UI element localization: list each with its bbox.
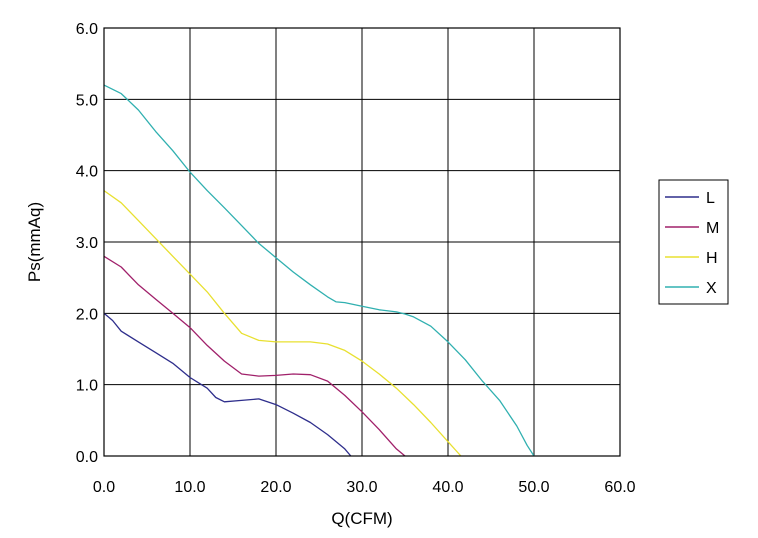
y-axis-label: Ps(mmAq) (25, 202, 44, 282)
series-line-x (103, 84, 535, 457)
legend-label-m: M (706, 220, 719, 237)
legend-label-l: L (706, 190, 715, 207)
legend-label-h: H (706, 250, 718, 267)
x-tick-label: 30.0 (346, 479, 377, 496)
legend-box (658, 179, 729, 305)
y-tick-label: 1.0 (76, 378, 98, 395)
series-line-m (103, 255, 406, 457)
series-layer (103, 84, 535, 457)
series-line-l (103, 312, 352, 457)
legend-label-x: X (706, 280, 717, 297)
y-tick-label: 5.0 (76, 92, 98, 109)
y-tick-label: 2.0 (76, 306, 98, 323)
x-tick-label: 0.0 (93, 479, 115, 496)
plot-frame (103, 27, 621, 457)
x-tick-label: 60.0 (604, 479, 635, 496)
y-tick-label: 6.0 (76, 21, 98, 38)
y-tick-label: 0.0 (76, 449, 98, 466)
x-tick-label: 10.0 (174, 479, 205, 496)
y-tick-label: 4.0 (76, 164, 98, 181)
x-tick-label: 50.0 (518, 479, 549, 496)
grid (103, 27, 621, 457)
y-tick-label: 3.0 (76, 235, 98, 252)
x-axis-label: Q(CFM) (331, 509, 392, 528)
x-tick-label: 40.0 (432, 479, 463, 496)
series-line-h (103, 190, 462, 457)
y-tick-labels: 0.0 1.0 2.0 3.0 4.0 5.0 6.0 (76, 21, 98, 466)
x-tick-labels: 0.0 10.0 20.0 30.0 40.0 50.0 60.0 (93, 479, 636, 496)
x-tick-label: 20.0 (260, 479, 291, 496)
